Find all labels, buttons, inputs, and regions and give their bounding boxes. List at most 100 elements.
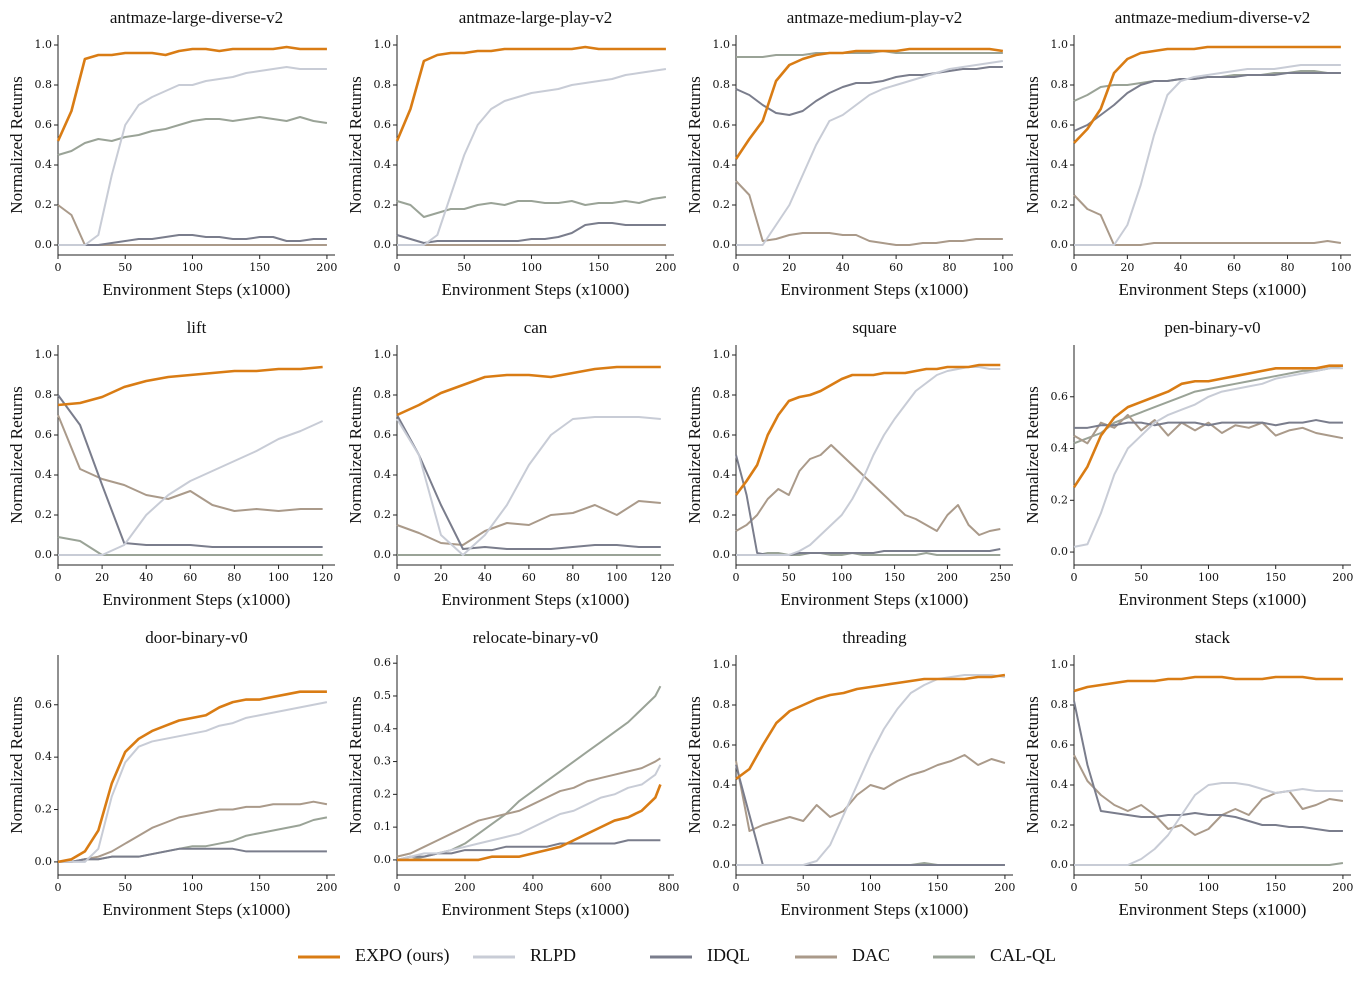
panel-title: lift — [187, 318, 207, 337]
x-tick-label: 600 — [590, 881, 611, 894]
x-tick-label: 60 — [522, 571, 536, 584]
x-axis-label: Environment Steps (x1000) — [1119, 900, 1307, 919]
series-line — [57, 394, 323, 548]
x-tick-label: 0 — [394, 571, 401, 584]
y-tick-label: 0.0 — [1051, 545, 1069, 558]
y-tick-label: 0.0 — [35, 548, 53, 561]
y-tick-label: 0.6 — [35, 118, 53, 131]
x-tick-label: 60 — [1227, 261, 1241, 274]
x-tick-label: 0 — [55, 261, 62, 274]
series-line — [736, 366, 1001, 556]
series-line — [734, 47, 1004, 160]
series-line — [396, 764, 662, 861]
y-tick-label: 0.8 — [35, 78, 53, 91]
panel: square Environment Steps (x1000) Normalize… — [685, 318, 1013, 609]
legend-label: DAC — [852, 945, 890, 965]
series-line — [1073, 45, 1341, 144]
y-tick-label: 0.6 — [1051, 390, 1069, 403]
series-line — [58, 800, 328, 863]
panel-title: antmaze-large-diverse-v2 — [110, 8, 283, 27]
x-tick-label: 200 — [937, 571, 958, 584]
y-tick-label: 0.6 — [35, 698, 53, 711]
series-line — [735, 764, 1005, 866]
panel-title: antmaze-medium-play-v2 — [787, 8, 963, 27]
x-tick-label: 50 — [796, 881, 810, 894]
y-tick-label: 0.6 — [374, 428, 392, 441]
panel: antmaze-medium-diverse-v2 Environment Ste… — [1023, 8, 1351, 299]
series-line — [1073, 72, 1341, 132]
y-tick-label: 0.8 — [713, 698, 731, 711]
panel: threading Environment Steps (x1000) Normal… — [685, 628, 1015, 919]
x-tick-label: 0 — [55, 881, 62, 894]
x-tick-label: 200 — [1332, 571, 1353, 584]
panel: relocate-binary-v0 Environment Steps (x10… — [346, 628, 679, 919]
x-tick-label: 60 — [183, 571, 197, 584]
y-tick-label: 0.6 — [374, 656, 392, 669]
y-tick-label: 0.4 — [1051, 442, 1069, 455]
x-tick-label: 150 — [249, 261, 270, 274]
y-tick-label: 0.4 — [35, 158, 53, 171]
x-tick-label: 150 — [1265, 571, 1286, 584]
series-line — [396, 500, 661, 546]
x-axis-label: Environment Steps (x1000) — [103, 280, 291, 299]
series-line — [396, 416, 661, 556]
y-tick-label: 0.2 — [713, 198, 731, 211]
series-line — [396, 757, 661, 858]
series-line — [734, 363, 1001, 496]
series-line — [1073, 194, 1342, 246]
x-tick-label: 200 — [994, 881, 1015, 894]
x-tick-label: 200 — [316, 881, 337, 894]
x-tick-label: 200 — [454, 881, 475, 894]
panel: door-binary-v0 Environment Steps (x1000) N… — [7, 628, 337, 919]
y-tick-label: 0.6 — [374, 118, 392, 131]
y-tick-label: 0.3 — [374, 755, 392, 768]
x-tick-label: 50 — [457, 261, 471, 274]
panel: pen-binary-v0 Environment Steps (x1000) No… — [1023, 318, 1353, 609]
legend-label: RLPD — [530, 945, 576, 965]
x-tick-label: 100 — [992, 261, 1013, 274]
series-line — [57, 414, 323, 512]
x-tick-label: 200 — [1332, 881, 1353, 894]
y-tick-label: 0.2 — [1051, 818, 1069, 831]
panel-title: threading — [842, 628, 907, 647]
y-tick-label: 0.4 — [1051, 158, 1069, 171]
y-tick-label: 0.8 — [1051, 698, 1069, 711]
y-tick-label: 0.6 — [35, 428, 53, 441]
y-tick-label: 0.4 — [35, 468, 53, 481]
y-tick-label: 0.8 — [713, 78, 731, 91]
y-tick-label: 0.0 — [1051, 858, 1069, 871]
x-tick-label: 100 — [521, 261, 542, 274]
x-tick-label: 150 — [884, 571, 905, 584]
y-tick-label: 0.8 — [35, 388, 53, 401]
series-line — [1074, 64, 1341, 246]
y-tick-label: 0.6 — [713, 118, 731, 131]
y-tick-label: 0.1 — [374, 820, 392, 833]
x-tick-label: 50 — [1134, 571, 1148, 584]
y-tick-label: 0.0 — [1051, 238, 1069, 251]
y-tick-label: 1.0 — [713, 348, 731, 361]
series-line — [395, 45, 666, 142]
y-tick-label: 0.8 — [374, 78, 392, 91]
x-axis-label: Environment Steps (x1000) — [442, 280, 630, 299]
x-tick-label: 100 — [268, 571, 289, 584]
series-line — [735, 444, 1001, 536]
x-tick-label: 60 — [889, 261, 903, 274]
y-tick-label: 0.4 — [1051, 778, 1069, 791]
x-tick-label: 80 — [1280, 261, 1294, 274]
y-tick-label: 1.0 — [35, 38, 53, 51]
panel: antmaze-large-play-v2 Environment Steps (… — [346, 8, 676, 299]
x-axis-label: Environment Steps (x1000) — [442, 900, 630, 919]
panel-title: antmaze-large-play-v2 — [459, 8, 613, 27]
series-line — [736, 674, 1006, 866]
y-tick-label: 1.0 — [1051, 38, 1069, 51]
series-line — [735, 66, 1003, 116]
y-tick-label: 0.2 — [35, 198, 53, 211]
x-axis-label: Environment Steps (x1000) — [781, 280, 969, 299]
y-axis-label: Normalized Returns — [1023, 696, 1042, 833]
series-line — [57, 116, 328, 156]
x-tick-label: 0 — [1071, 571, 1078, 584]
x-tick-label: 100 — [1330, 261, 1351, 274]
x-axis-label: Environment Steps (x1000) — [103, 590, 291, 609]
series-line — [57, 204, 327, 246]
